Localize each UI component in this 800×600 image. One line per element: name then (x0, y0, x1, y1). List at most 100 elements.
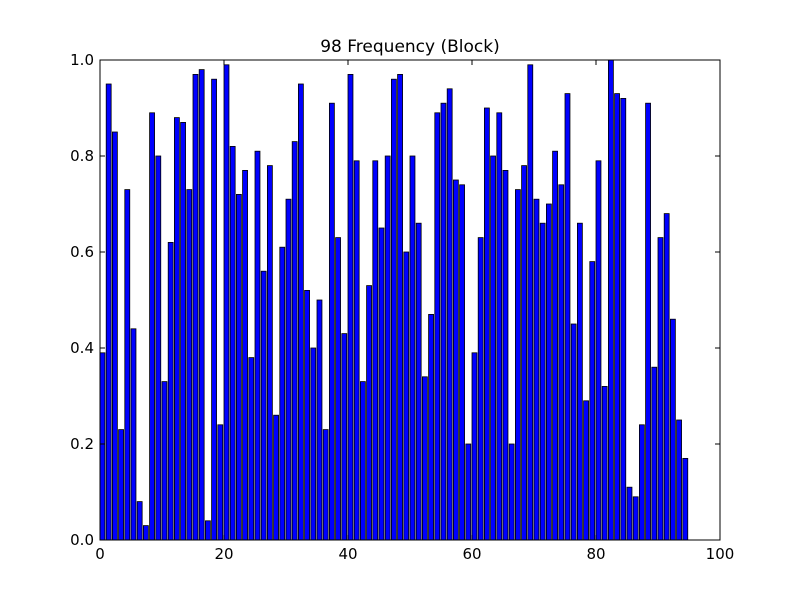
bar (446, 88, 453, 541)
bar (502, 169, 509, 541)
bar (254, 150, 261, 541)
bar (266, 165, 273, 541)
chart-title: 98 Frequency (Block) (320, 37, 500, 57)
bar (142, 525, 149, 541)
bar (211, 78, 217, 541)
x-tick-label: 80 (586, 545, 605, 563)
bar (564, 93, 571, 541)
y-tick-label: 0.8 (70, 147, 94, 165)
bar (347, 74, 354, 541)
x-tick-label: 20 (214, 545, 233, 563)
bar (639, 424, 645, 541)
bar (124, 189, 131, 541)
bar (657, 237, 664, 541)
ticks-group: 0 20 40 60 80 100 0.0 0.2 0.4 0.6 0.8 1.0 (70, 51, 734, 563)
bar (477, 237, 484, 541)
bar (155, 155, 162, 541)
bar (335, 237, 341, 541)
bar (112, 131, 118, 541)
bar (248, 357, 255, 541)
bar (614, 93, 620, 541)
bar (273, 414, 279, 541)
x-tick-label: 0 (95, 545, 105, 563)
bar (440, 102, 447, 541)
bar (167, 241, 174, 541)
bar (508, 443, 515, 541)
bar (539, 222, 546, 541)
bar (589, 261, 596, 541)
bar (366, 285, 372, 541)
bar (421, 376, 428, 541)
bar (297, 83, 304, 541)
bar (173, 117, 180, 541)
bar (558, 184, 565, 541)
bar (322, 429, 329, 541)
bar (682, 457, 689, 541)
bar (217, 424, 224, 541)
y-tick-label: 0.0 (70, 531, 94, 549)
bar (459, 184, 465, 541)
bar (99, 352, 106, 541)
bar (397, 74, 403, 541)
bar (359, 381, 366, 541)
plot-frame (99, 59, 721, 541)
bar (465, 443, 472, 541)
bar (483, 107, 490, 541)
bar (527, 64, 534, 541)
y-tick-label: 0.6 (70, 243, 94, 261)
bar (198, 69, 205, 541)
bar (341, 333, 348, 541)
bar (676, 419, 682, 541)
bar (304, 289, 310, 541)
bar (663, 213, 670, 541)
bar (130, 328, 137, 541)
bar (328, 102, 335, 541)
bar (577, 222, 583, 541)
x-tick-label: 40 (338, 545, 357, 563)
bar (279, 246, 286, 541)
bar (452, 179, 459, 541)
bar (353, 160, 360, 541)
bar (161, 381, 168, 541)
bar (434, 112, 441, 541)
bar (180, 122, 186, 541)
bar (390, 78, 397, 541)
bar (570, 323, 577, 541)
bar (310, 347, 317, 541)
bar (620, 98, 627, 541)
x-tick-label: 100 (706, 545, 735, 563)
bar (149, 112, 155, 541)
bar (229, 145, 236, 541)
bar (118, 429, 124, 541)
bar (186, 189, 193, 541)
bar (670, 318, 676, 541)
bar (242, 169, 248, 541)
bar (378, 227, 385, 541)
y-tick-label: 0.4 (70, 339, 94, 357)
bar (260, 270, 267, 541)
bar (601, 385, 608, 541)
bar (651, 366, 658, 541)
bar (235, 193, 242, 541)
bar (105, 83, 112, 541)
bar (415, 222, 422, 541)
bar (136, 501, 143, 541)
bars-group (99, 59, 689, 541)
bar (223, 64, 230, 541)
bar (645, 102, 651, 541)
bar (632, 496, 639, 541)
bar (626, 486, 633, 541)
x-tick-label: 60 (462, 545, 481, 563)
bar (285, 198, 292, 541)
bar (595, 160, 602, 541)
y-tick-label: 0.2 (70, 435, 94, 453)
bar (583, 400, 589, 541)
bar (204, 520, 211, 541)
bar (496, 112, 503, 541)
bar (515, 189, 521, 541)
bar (608, 59, 614, 541)
bar (384, 155, 391, 541)
bar (546, 203, 552, 541)
bar (552, 150, 558, 541)
